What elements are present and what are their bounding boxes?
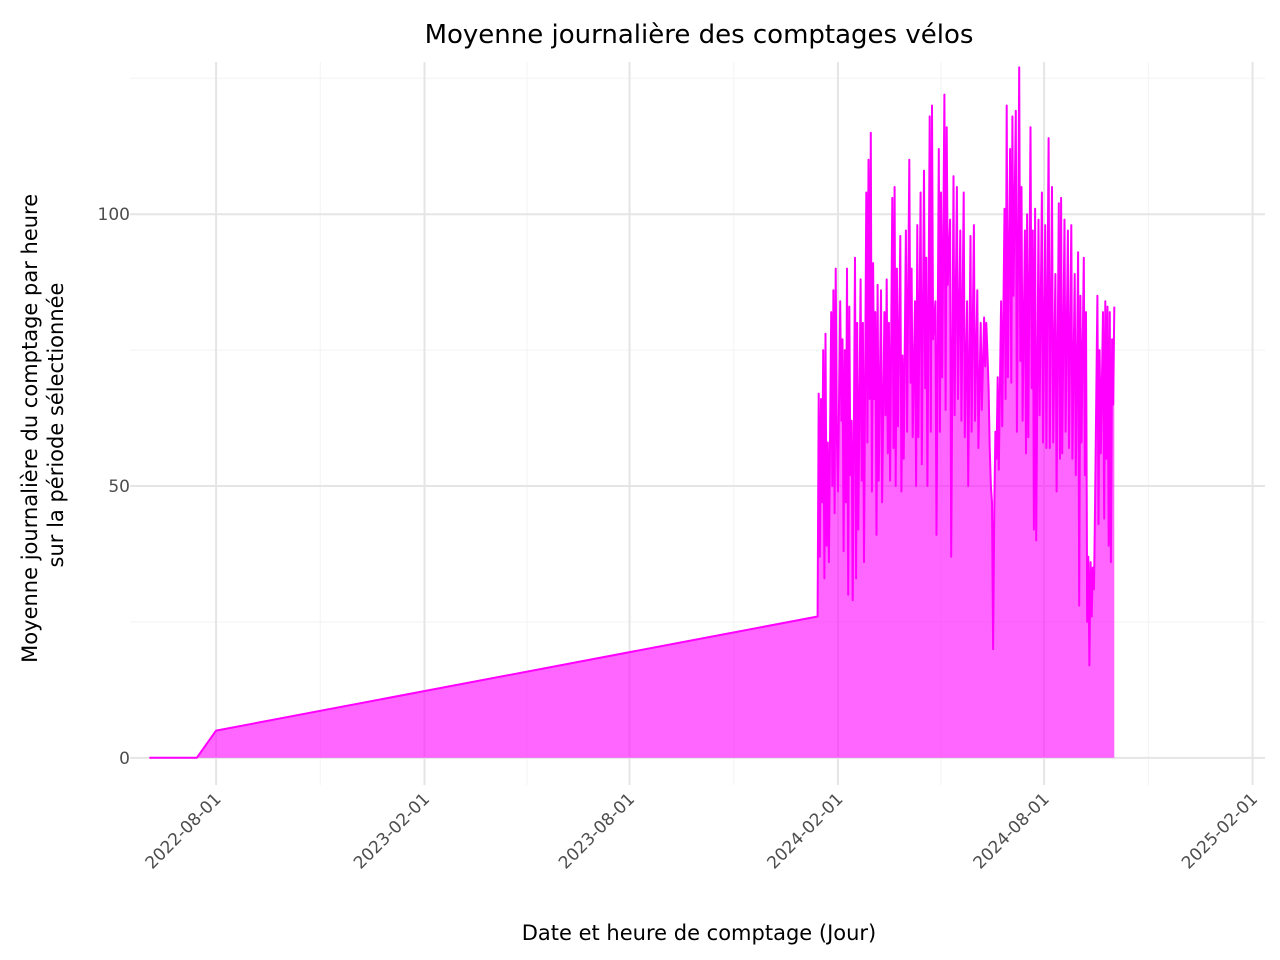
y-tick-label: 0 (119, 749, 130, 769)
series-area (149, 67, 1115, 758)
y-axis-title-line-1: Moyenne journalière du comptage par heur… (18, 194, 42, 663)
x-axis-title: Date et heure de comptage (Jour) (522, 921, 877, 945)
y-axis-title-line-2: sur la période sélectionnée (44, 283, 68, 568)
y-axis-title: Moyenne journalière du comptage par heur… (18, 187, 68, 663)
series-layer (149, 66, 1116, 759)
chart-title: Moyenne journalière des comptages vélos (425, 20, 974, 50)
y-tick-label: 50 (108, 477, 130, 497)
y-tick-labels: 0 50 100 (98, 205, 130, 769)
series-line (149, 66, 1116, 759)
y-tick-label: 100 (98, 205, 130, 225)
